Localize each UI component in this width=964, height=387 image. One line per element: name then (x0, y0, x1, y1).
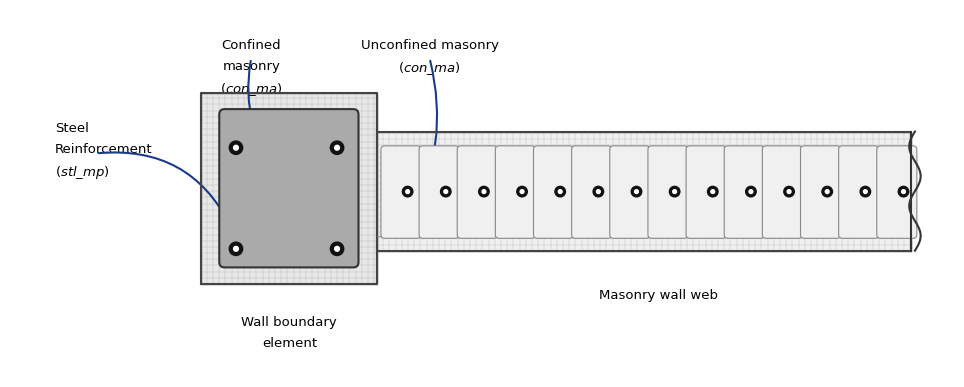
Text: Unconfined masonry: Unconfined masonry (361, 39, 498, 52)
FancyBboxPatch shape (533, 146, 574, 238)
Text: ($\mathit{con\_ma}$): ($\mathit{con\_ma}$) (398, 60, 461, 77)
Circle shape (710, 190, 714, 194)
Circle shape (746, 187, 756, 197)
FancyBboxPatch shape (686, 146, 726, 238)
Text: Steel: Steel (55, 122, 89, 135)
FancyBboxPatch shape (572, 146, 612, 238)
FancyBboxPatch shape (457, 146, 497, 238)
Circle shape (631, 187, 642, 197)
FancyBboxPatch shape (877, 146, 917, 238)
Bar (201, 93, 377, 284)
Circle shape (482, 190, 486, 194)
Circle shape (788, 190, 791, 194)
Circle shape (406, 190, 410, 194)
Text: ($\mathit{stl\_mp}$): ($\mathit{stl\_mp}$) (55, 164, 110, 181)
Circle shape (558, 190, 562, 194)
Circle shape (402, 187, 413, 197)
Text: Wall boundary: Wall boundary (242, 315, 337, 329)
FancyBboxPatch shape (419, 146, 459, 238)
Circle shape (233, 247, 238, 251)
Circle shape (233, 146, 238, 150)
Circle shape (335, 247, 339, 251)
Circle shape (749, 190, 753, 194)
Circle shape (673, 190, 677, 194)
FancyBboxPatch shape (381, 146, 421, 238)
Circle shape (864, 190, 868, 194)
Circle shape (784, 187, 794, 197)
Circle shape (669, 187, 680, 197)
Circle shape (708, 187, 718, 197)
Text: Reinforcement: Reinforcement (55, 143, 152, 156)
Circle shape (634, 190, 638, 194)
Circle shape (479, 187, 489, 197)
Circle shape (901, 190, 905, 194)
Text: Masonry wall web: Masonry wall web (599, 289, 718, 302)
Circle shape (555, 187, 566, 197)
FancyBboxPatch shape (648, 146, 688, 238)
Circle shape (443, 190, 447, 194)
FancyBboxPatch shape (495, 146, 535, 238)
Circle shape (521, 190, 524, 194)
Circle shape (825, 190, 829, 194)
Bar (377, 132, 911, 251)
Circle shape (822, 187, 833, 197)
FancyBboxPatch shape (219, 109, 359, 267)
FancyBboxPatch shape (610, 146, 650, 238)
Circle shape (331, 141, 344, 154)
Circle shape (593, 187, 603, 197)
Text: masonry: masonry (223, 60, 281, 73)
FancyBboxPatch shape (763, 146, 802, 238)
Circle shape (860, 187, 870, 197)
FancyBboxPatch shape (839, 146, 879, 238)
Circle shape (331, 242, 344, 255)
Circle shape (229, 242, 243, 255)
Text: Confined: Confined (222, 39, 281, 52)
Circle shape (229, 141, 243, 154)
Circle shape (441, 187, 451, 197)
Circle shape (898, 187, 909, 197)
FancyBboxPatch shape (800, 146, 841, 238)
FancyBboxPatch shape (724, 146, 764, 238)
Circle shape (335, 146, 339, 150)
Text: element: element (262, 337, 317, 349)
Circle shape (517, 187, 527, 197)
Text: ($\mathit{con\_ma}$): ($\mathit{con\_ma}$) (220, 81, 282, 98)
Circle shape (597, 190, 601, 194)
